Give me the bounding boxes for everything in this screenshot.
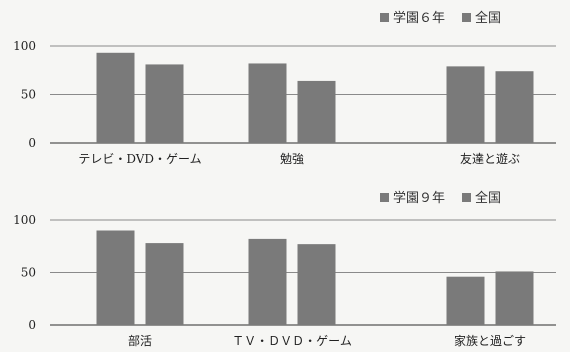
bar-national (495, 271, 534, 325)
category-label: 家族と過ごす (454, 333, 526, 348)
legend-swatch (380, 13, 389, 22)
y-tick-label: 100 (13, 39, 36, 53)
legend-label: 学園９年 (393, 190, 445, 206)
category-label: 部活 (128, 333, 152, 348)
category-label: 勉強 (280, 152, 304, 166)
bar-national (145, 243, 184, 325)
bar-national (495, 71, 534, 143)
y-tick-label: 50 (21, 266, 36, 280)
y-tick-label: 0 (28, 136, 36, 150)
bar-national (297, 80, 336, 143)
bar-school (96, 230, 135, 325)
legend-label: 学園６年 (393, 10, 445, 26)
legend-swatch (462, 193, 471, 202)
bar-school (96, 52, 135, 143)
bar-national (145, 64, 184, 143)
legend-label: 全国 (475, 190, 501, 206)
legend-swatch (380, 193, 389, 202)
category-label: テレビ・DVD・ゲーム (78, 152, 201, 166)
legend-swatch (462, 13, 471, 22)
bar-school (248, 238, 287, 325)
y-tick-label: 100 (13, 213, 36, 227)
y-tick-label: 50 (21, 88, 36, 102)
legend-label: 全国 (475, 10, 501, 26)
category-label: 友達と遊ぶ (460, 151, 520, 166)
bar-school (446, 276, 485, 325)
bar-school (446, 66, 485, 143)
y-tick-label: 0 (28, 318, 36, 332)
category-label: ＴＶ・ＤＶＤ・ゲーム (232, 334, 352, 348)
bar-national (297, 244, 336, 325)
bar-school (248, 63, 287, 143)
